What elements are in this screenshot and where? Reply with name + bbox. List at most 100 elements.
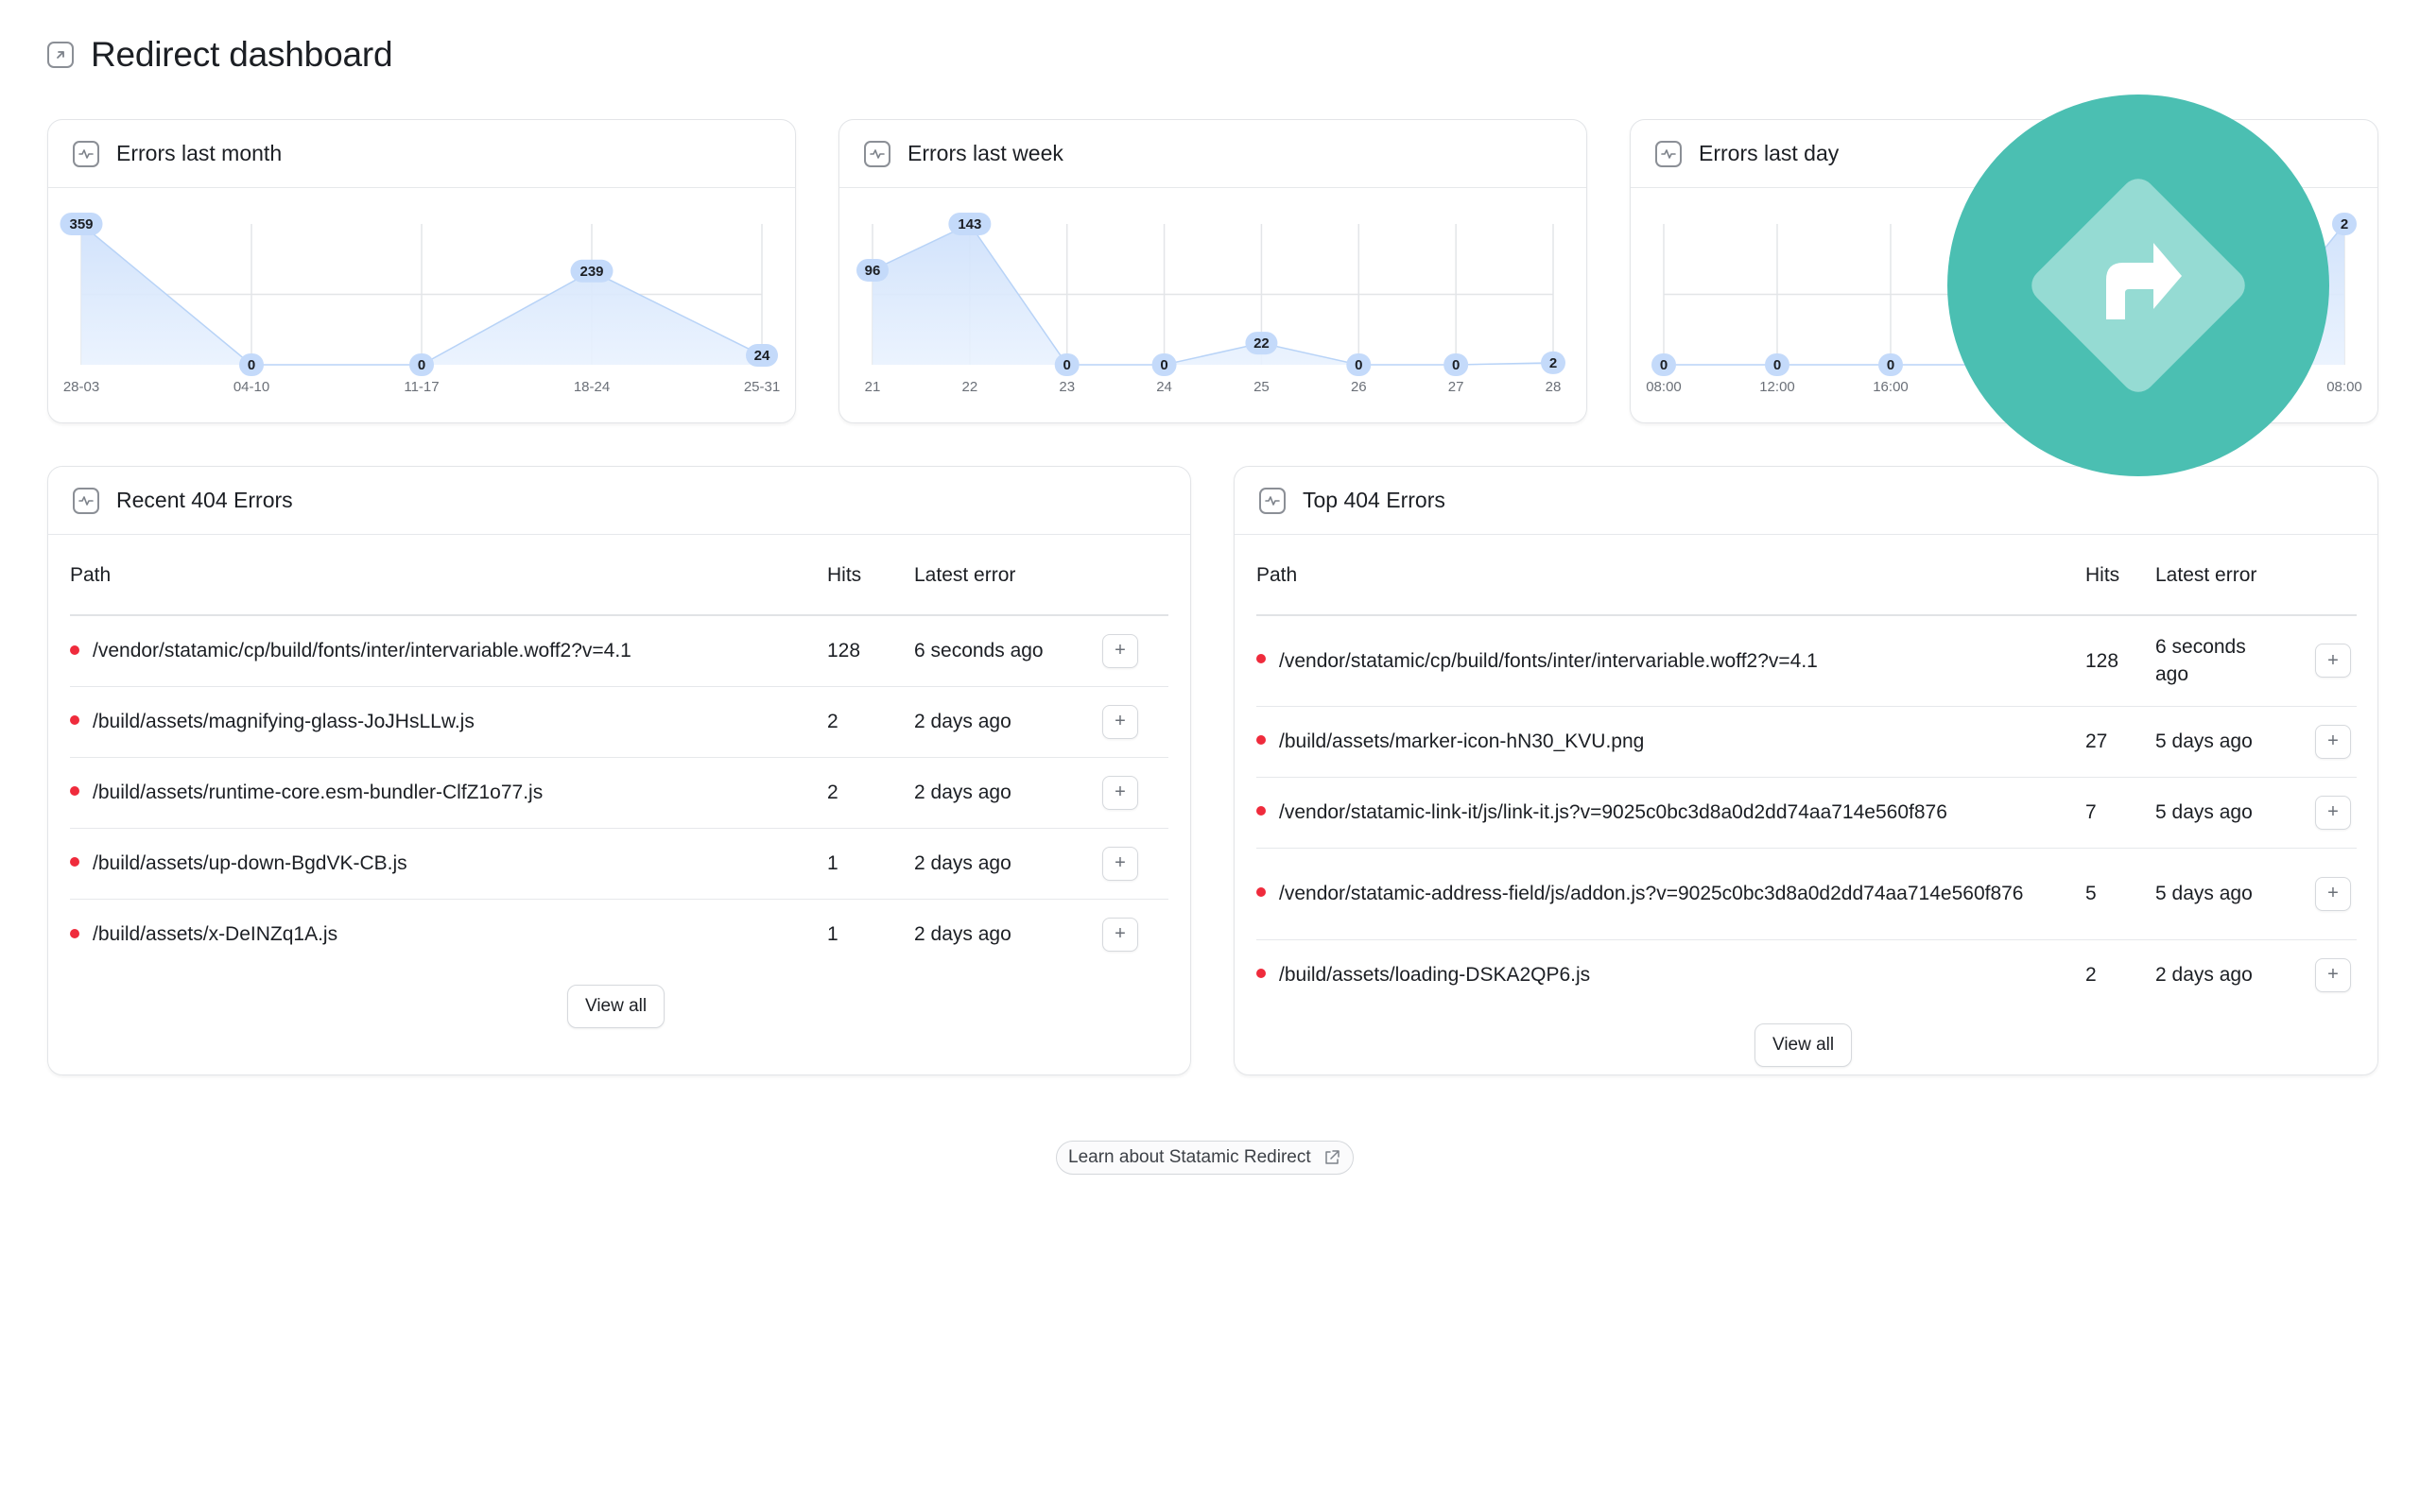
card-header: Recent 404 Errors <box>48 467 1190 535</box>
column-header-hits: Hits <box>827 537 914 616</box>
data-label: 0 <box>248 357 255 373</box>
data-point-badge <box>1541 351 1565 374</box>
activity-icon <box>73 140 99 167</box>
add-redirect-button[interactable]: + <box>2315 795 2351 830</box>
data-label: 0 <box>1063 357 1071 373</box>
data-label: 2 <box>2341 216 2348 232</box>
path-cell: /build/assets/magnifying-glass-JoJHsLLw.… <box>70 686 827 758</box>
hits-cell: 128 <box>2085 615 2155 707</box>
hits-cell: 5 <box>2085 848 2155 940</box>
table-header-row: Path Hits Latest error <box>70 537 1168 616</box>
path-text: /vendor/statamic-address-field/js/addon.… <box>1279 883 2024 904</box>
card-title: Recent 404 Errors <box>116 488 293 512</box>
hits-cell: 7 <box>2085 777 2155 849</box>
data-label: 0 <box>418 357 425 373</box>
data-point-badge <box>746 344 778 368</box>
data-label: 24 <box>754 348 770 364</box>
data-point: 0 <box>409 353 434 376</box>
path-text: /vendor/statamic/cp/build/fonts/inter/in… <box>1279 649 1818 672</box>
data-point: 96 <box>856 258 889 282</box>
data-point-badge <box>1054 353 1080 376</box>
path-cell: /vendor/statamic/cp/build/fonts/inter/in… <box>70 615 827 687</box>
add-redirect-button[interactable]: + <box>1102 917 1138 952</box>
x-tick-label: 25 <box>1253 379 1270 395</box>
data-point-badge <box>1346 353 1372 376</box>
add-redirect-button[interactable]: + <box>2315 957 2351 992</box>
error-dot <box>1256 805 1266 816</box>
add-redirect-button[interactable]: + <box>1102 775 1138 810</box>
error-dot <box>1256 654 1266 664</box>
table-row: /vendor/statamic/cp/build/fonts/inter/in… <box>1256 615 2357 707</box>
column-header-actions <box>2315 537 2357 616</box>
hits-cell: 128 <box>827 615 914 687</box>
x-tick-label: 26 <box>1351 379 1367 395</box>
data-point: 0 <box>1651 353 1676 376</box>
table-row: /build/assets/loading-DSKA2QP6.js 2 2 da… <box>1256 939 2357 1010</box>
table-row: /vendor/statamic/cp/build/fonts/inter/in… <box>70 615 1168 687</box>
data-point: 2 <box>2332 213 2357 235</box>
data-point: 0 <box>1151 353 1177 376</box>
x-tick-label: 16:00 <box>1873 379 1909 395</box>
x-tick-label: 28-03 <box>63 379 99 395</box>
add-redirect-button[interactable]: + <box>1102 633 1138 668</box>
data-label: 0 <box>1660 357 1668 373</box>
latest-error-text: 6 seconds ago <box>2155 636 2246 686</box>
chart-card-month: Errors last month 359 0 0 239 24 28-03 04-10 11… <box>47 119 796 423</box>
add-redirect-button[interactable]: + <box>2315 644 2351 679</box>
data-label: 2 <box>1549 355 1557 371</box>
data-point: 0 <box>1054 353 1080 376</box>
data-label: 96 <box>865 263 881 279</box>
data-label: 0 <box>1452 357 1460 373</box>
data-label: 143 <box>958 216 981 232</box>
latest-error-cell: 2 days ago <box>914 757 1102 829</box>
path-cell: /vendor/statamic-link-it/js/link-it.js?v… <box>1256 777 2085 849</box>
errors-week-chart: 96 143 0 0 22 0 0 2 21 22 23 24 25 26 27 28 <box>856 213 1565 395</box>
path-text: /build/assets/x-DeINZq1A.js <box>93 923 338 946</box>
data-point: 0 <box>1765 353 1789 376</box>
error-dot <box>1256 968 1266 978</box>
path-text: /build/assets/loading-DSKA2QP6.js <box>1279 964 1591 987</box>
card-header: Top 404 Errors <box>1235 467 2377 535</box>
data-point-badge <box>1765 353 1789 376</box>
x-tick-label: 28 <box>1546 379 1562 395</box>
view-all-button[interactable]: View all <box>567 985 666 1028</box>
latest-error-cell: 2 days ago <box>914 923 1011 946</box>
activity-icon <box>864 140 890 167</box>
data-point-badge <box>2332 213 2357 235</box>
data-point: 24 <box>746 344 778 368</box>
add-redirect-button[interactable]: + <box>2315 876 2351 911</box>
column-header-path: Path <box>70 537 827 616</box>
data-label: 0 <box>1773 357 1781 373</box>
x-tick-label: 08:00 <box>1646 379 1682 395</box>
table-header-row: Path Hits Latest error <box>1256 537 2357 616</box>
column-header-actions <box>1102 537 1168 616</box>
card-title: Errors last month <box>116 141 283 165</box>
error-dot <box>70 715 79 726</box>
table-row: /vendor/statamic-address-field/js/addon.… <box>1256 848 2357 940</box>
learn-about-link[interactable]: Learn about Statamic Redirect <box>1056 1141 1354 1175</box>
x-tick-label: 25-31 <box>744 379 780 395</box>
hits-cell: 27 <box>2085 706 2155 778</box>
data-point: 2 <box>1541 351 1565 374</box>
data-point-badge <box>1151 353 1177 376</box>
add-redirect-button[interactable]: + <box>2315 724 2351 759</box>
column-header-hits: Hits <box>2085 537 2155 616</box>
add-redirect-button[interactable]: + <box>1102 846 1138 881</box>
add-redirect-button[interactable]: + <box>1102 704 1138 739</box>
table-row: /build/assets/magnifying-glass-JoJHsLLw.… <box>70 686 1168 758</box>
x-tick-label: 23 <box>1059 379 1075 395</box>
page-header: Redirect dashboard <box>47 32 393 77</box>
data-label: 0 <box>1160 357 1167 373</box>
card-header: Errors last week <box>839 120 1586 188</box>
data-point-badge <box>948 213 992 235</box>
view-all-button[interactable]: View all <box>1754 1023 1853 1067</box>
path-text: /build/assets/up-down-BgdVK-CB.js <box>93 852 407 874</box>
path-cell: /build/assets/loading-DSKA2QP6.js <box>1256 939 2085 1010</box>
data-point-badge <box>1878 353 1903 376</box>
table-row: /build/assets/up-down-BgdVK-CB.js 1 2 da… <box>70 828 1168 900</box>
path-text: /build/assets/magnifying-glass-JoJHsLLw.… <box>93 711 475 732</box>
card-title: Errors last day <box>1699 141 1840 165</box>
error-dot <box>70 786 79 797</box>
x-tick-label: 12:00 <box>1759 379 1795 395</box>
activity-icon <box>1655 140 1682 167</box>
